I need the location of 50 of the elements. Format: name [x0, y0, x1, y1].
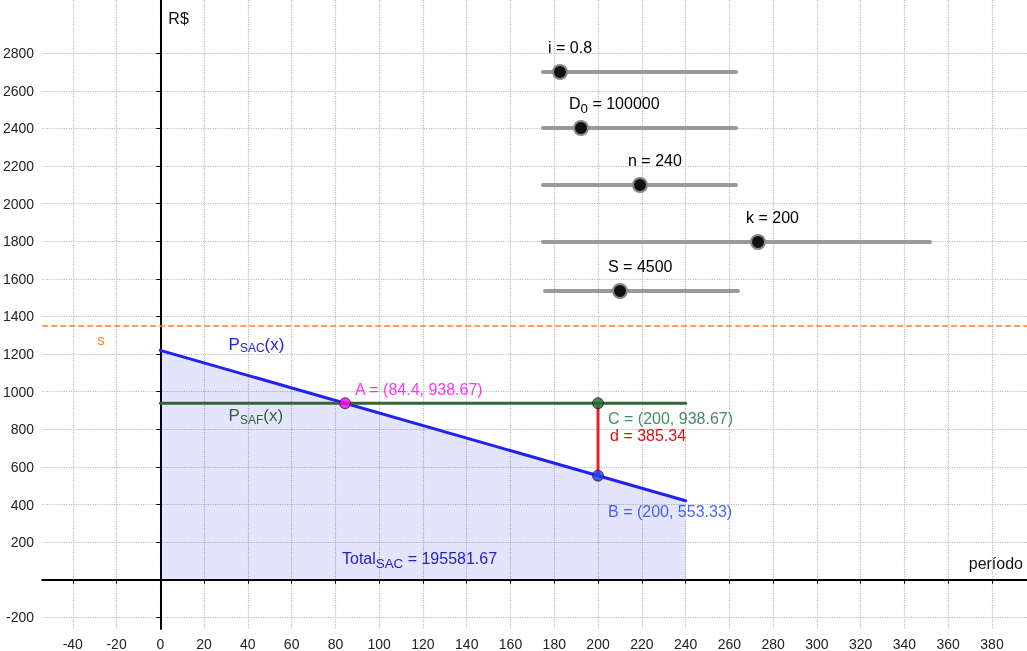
- x-tick-label: 320: [848, 636, 873, 651]
- x-tick-label: 180: [542, 636, 567, 651]
- x-tick-label: 380: [980, 636, 1004, 651]
- data-label: A = (84.4, 938.67): [355, 380, 483, 398]
- x-tick-label: 200: [586, 636, 610, 651]
- x-tick-label: -20: [106, 636, 127, 651]
- x-tick-label: 300: [805, 636, 829, 651]
- x-tick-label: 140: [455, 636, 479, 651]
- y-tick-label: 800: [10, 421, 35, 438]
- annotation: D$_{0}$ = 100000: [569, 95, 660, 117]
- annotation: i = 0.8: [548, 39, 593, 57]
- y-tick-label: 200: [10, 534, 35, 551]
- ref-line-label: s: [97, 330, 105, 348]
- y-tick-label: 1000: [2, 383, 35, 400]
- x-tick-label: 280: [761, 636, 786, 651]
- x-tick-label: 160: [498, 636, 523, 651]
- x-tick-label: 40: [240, 636, 256, 651]
- x-tick-label: 240: [673, 636, 698, 651]
- y-tick-label: 1200: [2, 346, 35, 363]
- x-tick-label: 340: [892, 636, 917, 651]
- annotation: Total$_{SAC}$ = 195581.67: [342, 550, 498, 572]
- annotation: n = 240: [628, 152, 682, 170]
- x-tick-label: 20: [196, 636, 213, 651]
- annotation: d = 385.34: [610, 427, 687, 445]
- x-axis-title: período: [968, 555, 1024, 573]
- y-tick-label: 600: [10, 458, 35, 475]
- y-tick-label: 2800: [2, 45, 35, 62]
- annotation: k = 200: [746, 209, 799, 227]
- x-tick-label: 220: [630, 636, 654, 651]
- x-tick-label: 60: [283, 636, 300, 651]
- y-tick-label: 2000: [2, 195, 35, 212]
- x-tick-label: 120: [411, 636, 435, 651]
- y-tick-label: 400: [10, 496, 35, 513]
- y-tick-label: -200: [6, 609, 35, 626]
- x-tick-label: 100: [367, 636, 392, 651]
- data-label: C = (200, 938.67): [608, 409, 734, 427]
- x-tick-label: 0: [156, 636, 165, 651]
- x-tick-label: -40: [62, 636, 84, 651]
- y-tick-label: 2200: [2, 158, 35, 175]
- y-axis-title: R$: [168, 9, 189, 27]
- x-tick-label: 260: [717, 636, 742, 651]
- data-label: B = (200, 553.33): [608, 503, 733, 521]
- y-tick-label: 1400: [2, 308, 35, 325]
- y-tick-label: 2400: [2, 120, 35, 137]
- x-tick-label: 360: [936, 636, 961, 651]
- y-tick-label: 1800: [2, 233, 35, 250]
- y-tick-label: 1600: [2, 270, 35, 287]
- annotation: S = 4500: [608, 258, 673, 276]
- x-tick-label: 80: [327, 636, 344, 651]
- y-tick-label: 2600: [2, 82, 35, 99]
